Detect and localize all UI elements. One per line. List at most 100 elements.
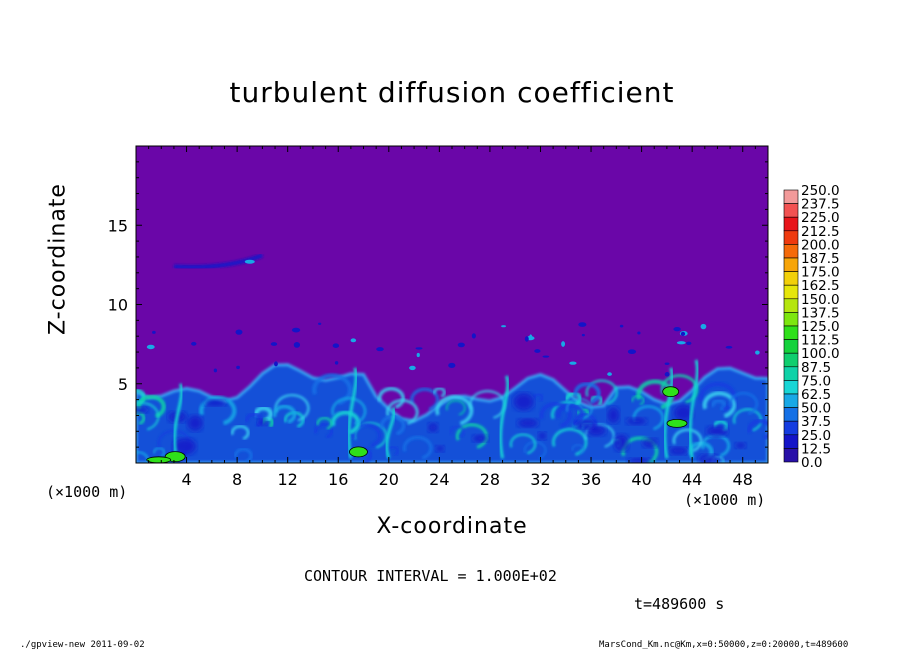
thermal-plume	[385, 406, 396, 459]
x-tick-label: 40	[631, 470, 651, 489]
scattered-patch	[581, 333, 585, 337]
colorbar-label: 12.5	[801, 441, 831, 457]
colorbar-label: 100.0	[801, 346, 840, 362]
scattered-patch	[529, 334, 533, 340]
eddy-swirl	[571, 444, 585, 455]
x-tick-label: 36	[581, 470, 601, 489]
contour-cell	[666, 418, 688, 428]
scattered-patch	[569, 361, 577, 365]
colorbar-segment	[783, 339, 799, 354]
low-value-pocket	[427, 422, 439, 433]
colorbar-label: 250.0	[801, 183, 840, 199]
colorbar-segment	[783, 203, 799, 218]
x-axis-unit: (×1000 m)	[684, 491, 766, 509]
scattered-patch	[755, 350, 760, 355]
footer-file-info: MarsCond_Km.nc@Km,x=0:50000,z=0:20000,t=…	[599, 640, 849, 650]
colorbar-label: 112.5	[801, 333, 840, 349]
eddy-swirl	[272, 404, 297, 424]
eddy-swirl	[199, 395, 237, 426]
eddy-swirl	[672, 428, 703, 453]
x-tick-label: 12	[278, 470, 298, 489]
eddy-swirl	[455, 423, 489, 449]
eddy-swirl	[632, 405, 665, 431]
y-tick-label: 10	[108, 296, 128, 315]
eddy-swirl	[533, 393, 544, 402]
scattered-patch	[416, 352, 420, 358]
colorbar-label: 187.5	[801, 251, 840, 267]
scattered-patch	[350, 338, 357, 343]
eddy-swirl	[509, 433, 537, 455]
colorbar: 250.0237.5225.0212.5200.0187.5175.0162.5…	[783, 183, 840, 471]
scattered-patch	[457, 342, 465, 348]
scattered-patch	[471, 333, 476, 339]
low-value-pocket	[673, 404, 694, 422]
scattered-patch	[607, 372, 612, 376]
eddy-swirl	[702, 391, 736, 419]
footer-script-info: ./gpview-new 2011-09-02	[20, 640, 145, 650]
x-tick-label: 32	[530, 470, 550, 489]
x-tick-label: 20	[379, 470, 399, 489]
colorbar-segment	[783, 393, 799, 408]
scattered-patch	[291, 327, 301, 333]
low-value-pocket	[668, 447, 689, 455]
colorbar-label: 162.5	[801, 278, 840, 294]
scattered-patch	[524, 336, 529, 342]
time-label: t=489600 s	[634, 595, 725, 613]
scattered-patch	[332, 343, 340, 348]
scattered-patch	[334, 361, 339, 365]
colorbar-label: 237.5	[801, 197, 840, 213]
colorbar-segment	[783, 407, 799, 422]
eddy-swirl	[402, 435, 433, 460]
eddy-swirl	[566, 398, 593, 419]
low-value-pocket	[136, 406, 148, 414]
low-value-pocket	[472, 434, 489, 443]
eddy-swirl	[274, 394, 310, 422]
eddy-swirl	[253, 405, 274, 422]
x-tick-label: 24	[429, 470, 449, 489]
low-value-pocket	[627, 458, 652, 463]
colorbar-label: 212.5	[801, 224, 840, 240]
colorbar-segment	[783, 312, 799, 327]
scattered-patch	[700, 323, 707, 330]
eddy-swirl	[136, 394, 166, 419]
colorbar-segment	[783, 380, 799, 395]
colorbar-segment	[783, 257, 799, 272]
x-tick-label: 16	[328, 470, 348, 489]
contour-cell	[146, 456, 172, 463]
x-tick-label: 4	[181, 470, 191, 489]
colorbar-label: 150.0	[801, 292, 840, 308]
scattered-patch	[578, 322, 587, 327]
eddy-swirl	[314, 423, 334, 439]
x-axis-label: X-coordinate	[376, 514, 528, 539]
colorbar-segment	[783, 230, 799, 245]
scattered-patch	[152, 330, 156, 334]
thermal-plume	[172, 383, 184, 459]
colorbar-label: 50.0	[801, 401, 831, 417]
scattered-patch	[664, 372, 670, 377]
scattered-patch	[409, 365, 416, 371]
scattered-patch	[146, 344, 155, 350]
scattered-patch	[235, 329, 243, 335]
scattered-patch	[376, 347, 384, 352]
low-value-pocket	[187, 415, 203, 431]
colorbar-label: 137.5	[801, 305, 840, 321]
colorbar-label: 125.0	[801, 319, 840, 335]
scattered-patch	[191, 341, 197, 346]
eddy-swirl	[386, 399, 419, 425]
eddy-swirl	[153, 447, 166, 457]
colorbar-segment	[783, 325, 799, 340]
y-tick-label: 15	[108, 216, 128, 235]
scattered-patch	[213, 368, 218, 373]
low-value-pocket	[173, 438, 197, 455]
scattered-patch	[534, 349, 541, 353]
scattered-patch	[686, 341, 692, 345]
scattered-patch	[293, 342, 301, 348]
low-value-pocket	[706, 425, 728, 437]
scattered-patch	[542, 355, 550, 358]
eddy-swirl	[699, 381, 737, 412]
colorbar-label: 0.0	[801, 455, 822, 471]
x-tick-label: 44	[682, 470, 702, 489]
colorbar-segment	[783, 244, 799, 259]
